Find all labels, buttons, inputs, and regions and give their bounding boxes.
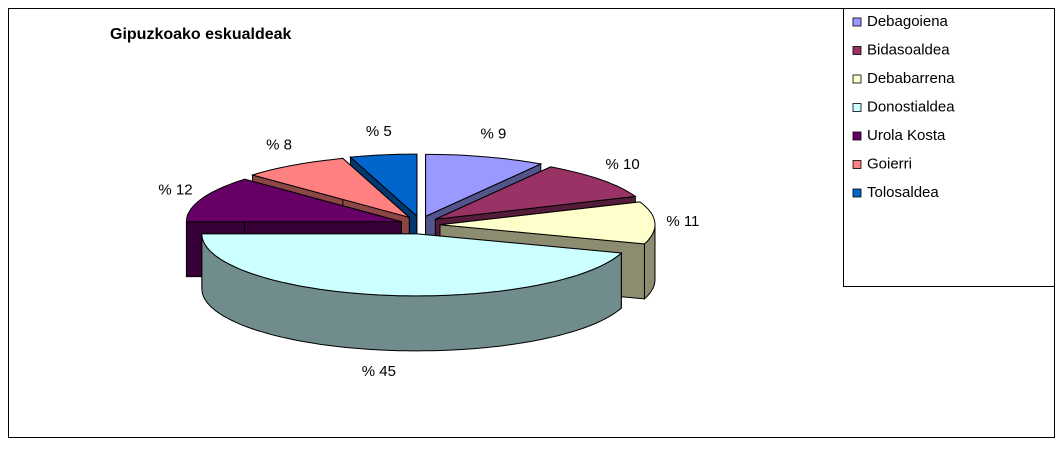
legend-label: Bidasoaldea — [867, 41, 950, 58]
data-label: % 12 — [158, 181, 192, 198]
legend-swatch — [852, 160, 862, 169]
slice — [201, 233, 623, 352]
slice — [439, 201, 656, 245]
legend-box — [843, 8, 1055, 287]
legend-swatch — [852, 17, 862, 27]
slice — [185, 178, 402, 223]
legend-label: Debabarrena — [867, 70, 955, 87]
data-label: % 9 — [480, 126, 506, 143]
data-label: % 10 — [606, 156, 640, 173]
data-label: % 45 — [362, 363, 396, 380]
data-label: % 8 — [266, 137, 292, 154]
slice — [425, 153, 543, 218]
legend-label: Donostialdea — [867, 98, 955, 115]
chart-title: Gipuzkoako eskualdeak — [110, 26, 292, 43]
legend-swatch — [852, 103, 862, 112]
legend-swatch — [852, 46, 862, 55]
legend-swatch — [852, 74, 862, 84]
legend-swatch — [852, 188, 862, 198]
legend-label: Debagoiena — [867, 13, 949, 30]
legend-label: Urola Kosta — [867, 127, 946, 144]
data-label: % 11 — [666, 213, 699, 230]
slice — [250, 157, 410, 218]
legend-label: Tolosaldea — [867, 184, 939, 201]
data-label: % 5 — [366, 123, 392, 140]
legend-label: Goierri — [867, 155, 912, 172]
slice — [349, 153, 418, 218]
slice — [201, 233, 623, 297]
legend-swatch — [852, 131, 862, 141]
slice — [435, 166, 637, 220]
